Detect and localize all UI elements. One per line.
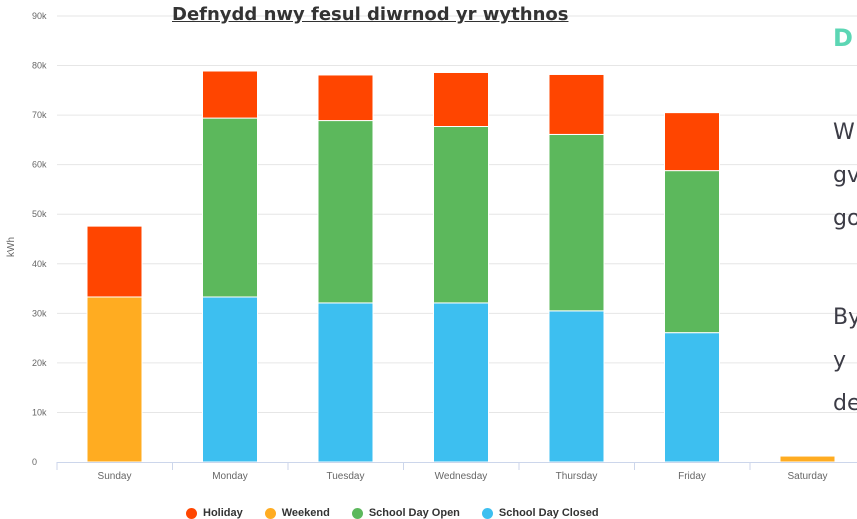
legend-item[interactable]: School Day Closed: [481, 507, 599, 519]
chart-title: Defnydd nwy fesul diwrnod yr wythnos: [172, 4, 569, 25]
y-axis-ticks: 0 10k 20k 30k 40k 50k 60k 70k 80k 90k: [32, 11, 47, 467]
legend-label: School Day Open: [368, 507, 460, 519]
y-axis-label: kWh: [6, 237, 17, 257]
x-tick-label: Sunday: [98, 471, 132, 482]
side-text-line: gv: [833, 163, 857, 188]
bar-segment-school-day-open: [548, 133, 605, 312]
legend-marker: [481, 507, 493, 519]
bar-segment-holiday: [548, 73, 605, 135]
x-tick-label: Saturday: [787, 471, 827, 482]
x-tick-label: Tuesday: [327, 471, 365, 482]
bar-segment-school-day-open: [664, 170, 720, 334]
y-tick-label: 80k: [32, 61, 47, 71]
legend-marker: [264, 507, 276, 519]
y-tick-label: 40k: [32, 259, 47, 269]
legend-label: Weekend: [281, 507, 330, 519]
bar-segment-weekend: [779, 455, 836, 463]
y-tick-label: 90k: [32, 11, 47, 21]
legend-label: School Day Closed: [498, 507, 599, 519]
side-text-line: By: [833, 305, 857, 330]
bar-segment-holiday: [202, 70, 258, 119]
bar-segment-holiday: [433, 71, 489, 128]
bar-segment-school-day-open: [202, 117, 258, 298]
bar-segment-holiday: [86, 225, 143, 298]
y-tick-label: 50k: [32, 209, 47, 219]
x-tick-label: Wednesday: [435, 471, 488, 482]
bar-segment-school-day-closed: [664, 332, 720, 463]
x-tick-label: Friday: [678, 471, 706, 482]
legend-item[interactable]: Holiday: [186, 507, 243, 519]
side-text-line: y: [833, 348, 847, 373]
y-tick-label: 60k: [32, 160, 47, 170]
bars: [86, 70, 836, 463]
legend-item[interactable]: School Day Open: [351, 507, 460, 519]
bar-segment-school-day-closed: [433, 302, 489, 463]
legend-marker: [351, 507, 363, 519]
bar-segment-school-day-open: [433, 126, 489, 304]
legend: Holiday Weekend School Day Open School Day …: [186, 507, 599, 519]
bar-segment-weekend: [86, 296, 143, 463]
bar-segment-school-day-closed: [548, 310, 605, 463]
side-text-line: W: [833, 120, 855, 145]
x-tick-label: Monday: [212, 471, 248, 482]
side-text-line: de: [833, 391, 857, 416]
bar-segment-holiday: [664, 112, 720, 172]
y-tick-label: 20k: [32, 358, 47, 368]
bar-segment-school-day-closed: [317, 302, 374, 463]
y-tick-label: 30k: [32, 308, 47, 318]
y-tick-label: 0: [32, 457, 37, 467]
x-axis-ticks: Sunday Monday Tuesday Wednesday Thursday Frid…: [98, 471, 828, 482]
bar-segment-school-day-closed: [202, 296, 258, 463]
side-text-line: go: [833, 206, 857, 231]
y-tick-label: 70k: [32, 110, 47, 120]
y-tick-label: 10k: [32, 407, 47, 417]
bar-segment-school-day-open: [317, 120, 374, 304]
legend-marker: [186, 507, 197, 519]
bar-segment-holiday: [317, 74, 374, 122]
legend-label: Holiday: [203, 507, 243, 519]
legend-item[interactable]: Weekend: [264, 507, 330, 519]
side-heading: D: [833, 24, 853, 52]
x-tick-label: Thursday: [556, 471, 598, 482]
x-axis: [56, 462, 857, 470]
